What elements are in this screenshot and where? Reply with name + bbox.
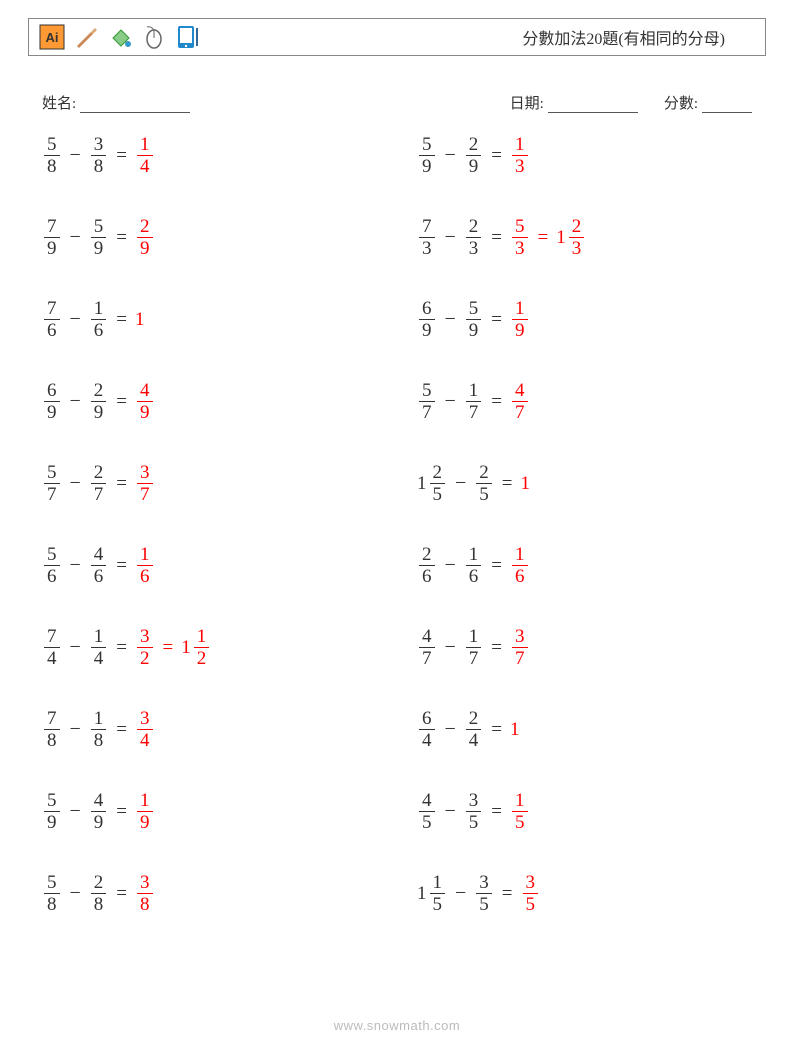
score-blank (702, 92, 752, 113)
problems-grid: 58−38=14 79−59=29 76−16=1 69−29=49 57−27=37 5… (42, 130, 752, 918)
date-label: 日期: (510, 92, 544, 113)
left-column: 58−38=14 79−59=29 76−16=1 69−29=49 57−27=37 5… (42, 130, 377, 918)
info-row: 姓名: 日期: 分數: (42, 92, 752, 113)
ai-icon: Ai (39, 24, 65, 50)
problem-row: 56−46=16 (42, 540, 377, 590)
problem-row: 59−29=13 (417, 130, 752, 180)
problem-row: 58−38=14 (42, 130, 377, 180)
header-box: Ai 分數加法20題(有相同的分母) (28, 18, 766, 56)
problem-row: 69−29=49 (42, 376, 377, 426)
right-column: 59−29=13 73−23=53=123 69−59=19 57−17=47 125−… (417, 130, 752, 918)
toolbar-icons: Ai (39, 24, 201, 50)
watermark: www.snowmath.com (0, 1018, 794, 1033)
problem-row: 73−23=53=123 (417, 212, 752, 262)
problem-row: 125−25=1 (417, 458, 752, 508)
score-label: 分數: (664, 92, 698, 113)
problem-row: 115−35=35 (417, 868, 752, 918)
problem-row: 64−24=1 (417, 704, 752, 754)
problem-row: 78−18=34 (42, 704, 377, 754)
problem-row: 45−35=15 (417, 786, 752, 836)
problem-row: 59−49=19 (42, 786, 377, 836)
name-label: 姓名: (42, 92, 76, 113)
date-blank (548, 92, 638, 113)
problem-row: 58−28=38 (42, 868, 377, 918)
mouse-icon (141, 24, 167, 50)
tablet-icon (175, 24, 201, 50)
problem-row: 79−59=29 (42, 212, 377, 262)
name-blank (80, 92, 190, 113)
problem-row: 26−16=16 (417, 540, 752, 590)
svg-text:Ai: Ai (46, 30, 59, 45)
worksheet-title: 分數加法20題(有相同的分母) (522, 25, 725, 49)
problem-row: 76−16=1 (42, 294, 377, 344)
problem-row: 74−14=32=112 (42, 622, 377, 672)
brush-icon (73, 24, 99, 50)
problem-row: 69−59=19 (417, 294, 752, 344)
problem-row: 57−17=47 (417, 376, 752, 426)
problem-row: 57−27=37 (42, 458, 377, 508)
fill-icon (107, 24, 133, 50)
problem-row: 47−17=37 (417, 622, 752, 672)
